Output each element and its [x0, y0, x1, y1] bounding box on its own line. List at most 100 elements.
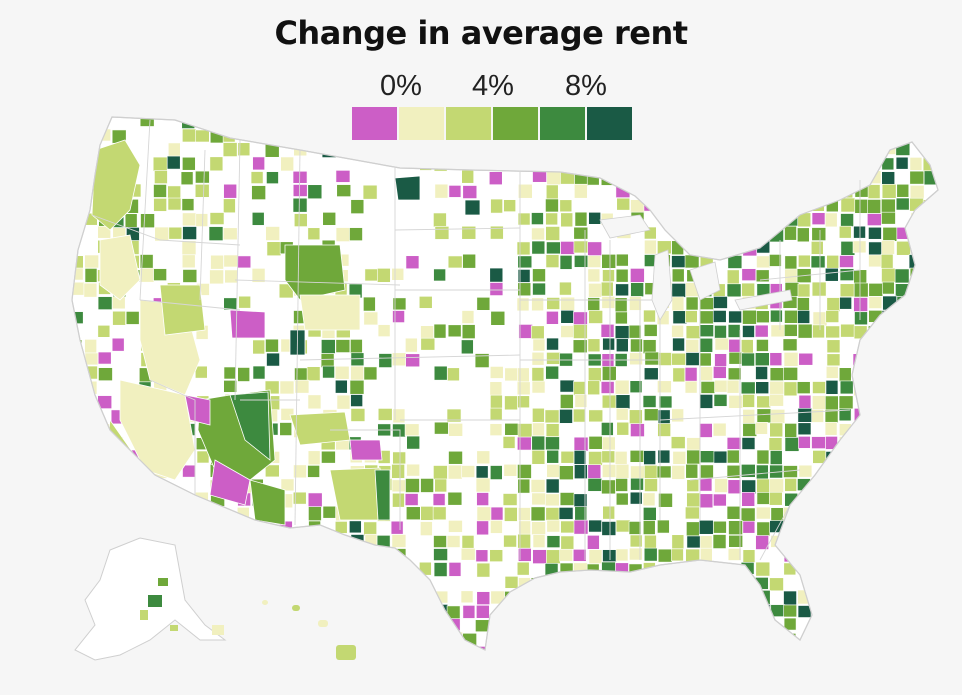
county-cell — [587, 380, 601, 396]
county-cell — [335, 170, 351, 183]
county-cell — [881, 117, 894, 127]
county-cell — [348, 141, 362, 155]
county-cell — [588, 576, 603, 591]
county-cell — [727, 117, 741, 129]
county-cell — [433, 268, 446, 282]
county-cell — [559, 492, 575, 506]
county-cell — [712, 589, 727, 603]
county-cell — [713, 450, 728, 464]
county-cell — [335, 339, 351, 353]
county-cell — [923, 478, 937, 491]
county-cell — [839, 604, 853, 620]
county-cell — [867, 493, 881, 509]
county-cell — [853, 632, 868, 646]
county-cell — [880, 253, 894, 269]
county-cell — [867, 423, 881, 439]
county-cell — [867, 631, 882, 646]
county-cell — [72, 436, 83, 450]
county-cell — [600, 645, 616, 650]
county-cell — [868, 366, 884, 382]
county-cell — [741, 198, 755, 212]
county-cell — [532, 534, 546, 548]
county-cell — [517, 142, 533, 156]
county-cell — [560, 520, 575, 534]
county-cell — [727, 211, 741, 227]
county-cell — [292, 129, 307, 144]
county-cell — [825, 451, 839, 466]
county-cell — [783, 617, 797, 631]
county-cell — [783, 183, 797, 198]
county-cell — [615, 576, 629, 590]
county-cell — [642, 492, 656, 507]
county-cell — [672, 117, 687, 127]
county-cell — [195, 506, 210, 521]
county-cell — [643, 367, 659, 381]
great-lake — [599, 214, 651, 239]
county-cell — [824, 421, 838, 436]
county-cell — [896, 533, 910, 547]
county-cell — [756, 464, 769, 480]
county-cell — [475, 477, 491, 493]
county-cell — [531, 227, 545, 241]
county-cell — [601, 353, 615, 369]
county-cell — [222, 227, 238, 241]
county-cell — [573, 324, 588, 339]
county-cell — [559, 465, 574, 481]
county-cell — [643, 450, 656, 465]
county-cell — [448, 185, 462, 198]
county-cell — [322, 365, 335, 379]
county-cell — [630, 199, 645, 214]
county-cell — [601, 366, 617, 381]
county-cell — [433, 465, 448, 480]
county-cell — [72, 619, 84, 635]
county-cell — [754, 632, 770, 647]
county-cell — [391, 128, 405, 143]
county-cell — [545, 576, 559, 592]
county-cell — [769, 393, 784, 407]
county-cell — [406, 435, 420, 450]
county-cell — [489, 423, 503, 436]
county-cell — [810, 577, 824, 591]
county-cell — [840, 117, 854, 128]
county-cell — [867, 449, 883, 463]
county-cell — [545, 184, 559, 200]
county-cell — [742, 142, 756, 157]
county-cell — [502, 436, 516, 449]
county-cell — [265, 576, 280, 591]
county-cell — [72, 590, 83, 604]
legend-labels: 0% 4% 8% — [352, 70, 634, 104]
county-cell — [909, 395, 923, 409]
county-cell — [573, 141, 588, 155]
county-cell — [939, 508, 953, 520]
county-cell — [853, 646, 867, 650]
county-cell — [740, 339, 754, 354]
county-cell — [910, 366, 925, 381]
county-cell — [223, 198, 236, 214]
county-cell — [195, 491, 209, 506]
county-cell — [937, 226, 938, 242]
county-cell — [307, 563, 323, 576]
county-cell — [784, 129, 800, 143]
county-cell — [685, 576, 700, 591]
county-cell — [265, 464, 280, 478]
county-cell — [392, 618, 408, 632]
county-cell — [559, 281, 572, 296]
county-cell — [378, 129, 392, 142]
county-cell — [797, 492, 811, 508]
county-cell — [460, 645, 476, 650]
county-cell — [97, 296, 113, 310]
county-cell — [741, 577, 755, 592]
county-cell — [615, 143, 629, 157]
county-cell — [712, 310, 727, 323]
county-cell — [560, 647, 575, 650]
county-cell — [194, 365, 208, 379]
county-cell — [531, 521, 546, 536]
county-cell — [642, 171, 658, 185]
county-cell — [195, 535, 209, 549]
county-cell — [756, 492, 771, 505]
county-cell — [446, 408, 462, 423]
county-cell — [657, 519, 670, 534]
county-cell — [881, 157, 895, 171]
county-cell — [404, 423, 420, 437]
county-cell — [601, 591, 616, 604]
